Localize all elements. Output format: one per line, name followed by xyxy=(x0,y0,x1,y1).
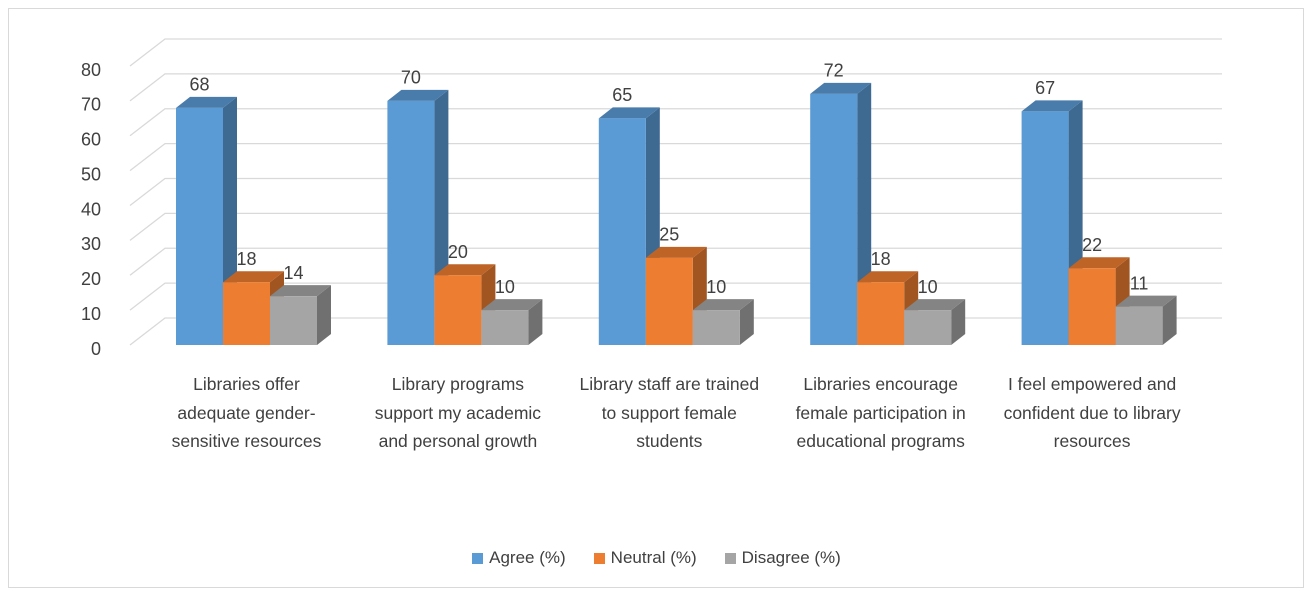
bar-front xyxy=(387,100,435,345)
bar-front xyxy=(645,257,693,345)
bar-front xyxy=(434,275,482,345)
bar-front xyxy=(810,93,858,346)
bar-front xyxy=(857,282,905,345)
legend-label: Neutral (%) xyxy=(610,548,697,567)
y-tick-label: 70 xyxy=(81,95,101,115)
data-label: 65 xyxy=(612,85,632,105)
bar-side xyxy=(951,299,966,345)
data-label: 67 xyxy=(1035,78,1055,98)
bar-side xyxy=(528,299,543,345)
bar-front xyxy=(270,296,317,345)
data-label: 22 xyxy=(1082,235,1102,255)
data-label: 10 xyxy=(918,277,938,297)
data-label: 10 xyxy=(706,277,726,297)
data-label: 18 xyxy=(871,249,891,269)
bar-top xyxy=(270,285,331,297)
bar-front xyxy=(598,118,646,345)
bar xyxy=(481,299,543,345)
x-tick-label: Library programs support my academic and… xyxy=(374,374,542,452)
bar-front xyxy=(692,310,740,345)
bar-side xyxy=(739,299,754,345)
legend-swatch xyxy=(472,552,484,564)
y-tick-label: 40 xyxy=(81,199,101,219)
y-tick-label: 50 xyxy=(81,164,101,184)
chart-frame xyxy=(8,8,1304,588)
bar-top xyxy=(387,89,449,101)
legend-item: Agree (%) xyxy=(472,548,566,568)
legend-label: Disagree (%) xyxy=(741,548,841,567)
bar-side xyxy=(1162,295,1177,345)
bar-top xyxy=(1115,295,1177,307)
data-label: 18 xyxy=(236,249,256,269)
bar-top xyxy=(176,96,237,108)
y-tick-label: 0 xyxy=(91,339,101,359)
bar-front xyxy=(1068,268,1116,345)
legend-swatch xyxy=(724,552,736,564)
bar-front xyxy=(904,310,952,345)
y-tick-label: 60 xyxy=(81,130,101,150)
y-tick-label: 20 xyxy=(81,269,101,289)
bar xyxy=(598,107,660,345)
data-label: 25 xyxy=(659,225,679,245)
data-label: 70 xyxy=(401,68,421,88)
bar-top xyxy=(810,82,872,94)
bar-front xyxy=(1021,111,1069,346)
bar-top xyxy=(1068,257,1130,269)
bar-top xyxy=(481,299,543,311)
legend-item: Disagree (%) xyxy=(724,548,841,568)
bar-top xyxy=(645,246,707,258)
grid-line xyxy=(129,73,1222,102)
bar-side xyxy=(317,285,331,345)
bar xyxy=(270,285,331,345)
data-label: 11 xyxy=(1130,273,1149,293)
data-label: 72 xyxy=(824,61,844,81)
bar-top xyxy=(598,107,660,119)
legend-item: Neutral (%) xyxy=(593,548,697,568)
bar-top xyxy=(434,264,496,276)
legend: Agree (%) Neutral (%) Disagree (%) xyxy=(0,548,1313,568)
bar-top xyxy=(223,271,284,283)
bar-front xyxy=(481,310,529,345)
data-label: 20 xyxy=(448,242,468,262)
data-label: 14 xyxy=(283,263,303,283)
y-tick-label: 10 xyxy=(81,304,101,324)
y-tick-label: 30 xyxy=(81,234,101,254)
bar xyxy=(387,89,449,345)
legend-swatch xyxy=(593,552,605,564)
bar xyxy=(1115,295,1177,345)
bar-top xyxy=(1021,100,1083,112)
bar-front xyxy=(1115,306,1163,345)
bar xyxy=(1068,257,1130,345)
bar-top xyxy=(904,299,966,311)
x-tick-label: I feel empowered and confident due to li… xyxy=(1003,374,1181,452)
y-tick-label: 80 xyxy=(81,60,101,80)
x-tick-label: Libraries offer adequate gender-sensitiv… xyxy=(171,374,322,452)
bar xyxy=(904,299,966,345)
bar-top xyxy=(692,299,754,311)
bar-front xyxy=(223,282,270,345)
grid-line xyxy=(129,38,1222,67)
x-tick-label: Library staff are trained to support fem… xyxy=(579,374,760,452)
bar-front xyxy=(176,107,223,345)
legend-label: Agree (%) xyxy=(489,548,566,567)
data-label: 68 xyxy=(189,75,209,95)
data-label: 10 xyxy=(495,277,515,297)
bar-top xyxy=(857,271,919,283)
x-tick-label: Libraries encourage female participation… xyxy=(795,374,966,452)
bar xyxy=(692,299,754,345)
